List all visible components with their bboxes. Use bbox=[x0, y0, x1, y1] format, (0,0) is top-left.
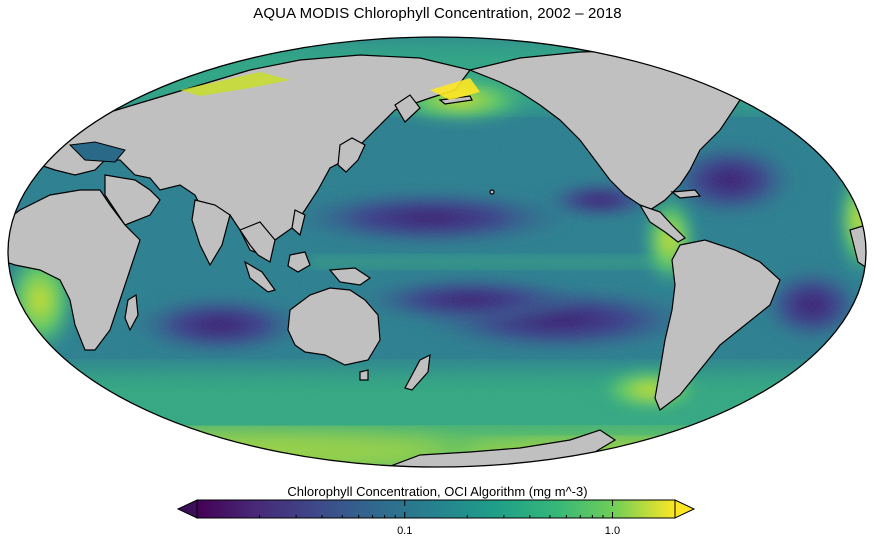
colorbar-under-arrow bbox=[176, 499, 198, 519]
india bbox=[191, 199, 231, 267]
indochina bbox=[239, 221, 276, 263]
colorbar bbox=[176, 499, 696, 519]
globe-map bbox=[8, 37, 866, 467]
africa bbox=[8, 189, 141, 351]
new-zealand bbox=[404, 353, 431, 391]
colorbar-ticks bbox=[196, 500, 676, 518]
bering-bloom bbox=[430, 78, 480, 100]
hawaii bbox=[489, 189, 495, 195]
japan bbox=[337, 137, 366, 173]
australia bbox=[287, 287, 381, 366]
arabia bbox=[104, 174, 161, 226]
north-atlantic-bloom bbox=[760, 95, 800, 115]
greenland bbox=[729, 44, 822, 91]
kamchatka bbox=[394, 94, 421, 123]
cuba bbox=[670, 189, 702, 199]
borneo bbox=[287, 251, 311, 273]
new-guinea bbox=[328, 267, 372, 286]
philippines bbox=[291, 209, 306, 237]
madagascar bbox=[124, 293, 139, 332]
tasmania bbox=[359, 369, 369, 381]
colorbar-tick-label: 1.0 bbox=[604, 525, 621, 537]
arctic-bloom bbox=[180, 72, 290, 96]
south-america bbox=[654, 239, 781, 411]
colorbar-label: Chlorophyll Concentration, OCI Algorithm… bbox=[287, 484, 588, 499]
colorbar-over-arrow bbox=[674, 499, 696, 519]
aleutians bbox=[438, 95, 473, 105]
caspian-sea bbox=[68, 141, 126, 163]
globe-outline bbox=[7, 36, 867, 468]
sumatra bbox=[243, 260, 276, 293]
colorbar-tick-label: 0.1 bbox=[397, 525, 413, 537]
central-america bbox=[638, 203, 686, 243]
map-title: AQUA MODIS Chlorophyll Concentration, 20… bbox=[253, 5, 622, 22]
